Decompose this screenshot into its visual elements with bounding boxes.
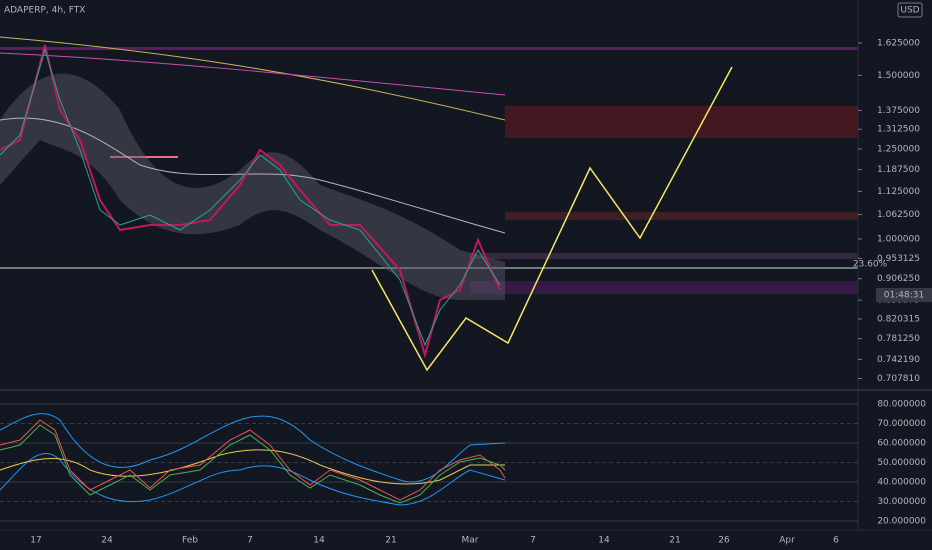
rsi-label: 30.000000 (877, 497, 926, 507)
time-label: 21 (385, 536, 396, 546)
rsi-label: 80.000000 (877, 400, 926, 410)
time-label: 7 (530, 536, 536, 546)
time-label: 24 (101, 536, 113, 546)
time-label: Mar (462, 536, 479, 546)
price-label: 0.707810 (877, 374, 920, 384)
zone (505, 212, 858, 220)
zone (0, 47, 858, 50)
moving-average (0, 36, 506, 121)
price-label: 0.906250 (877, 274, 920, 284)
rsi-band (0, 413, 506, 483)
rsi-line (0, 424, 506, 504)
rsi-label: 50.000000 (877, 458, 926, 468)
countdown-box (876, 288, 932, 302)
price-label: 1.062500 (877, 210, 920, 220)
price-label: 0.781250 (877, 334, 920, 344)
price-label: 1.625000 (877, 39, 920, 49)
time-label: 7 (247, 536, 253, 546)
rsi-label: 20.000000 (877, 517, 926, 527)
price-label: 1.500000 (877, 71, 920, 81)
price-label: 1.187500 (877, 165, 920, 175)
price-label: 1.250000 (877, 144, 920, 154)
time-label: 14 (598, 536, 610, 546)
rsi-label: 40.000000 (877, 478, 926, 488)
time-label: 26 (718, 536, 730, 546)
projection (371, 66, 733, 372)
currency-box (897, 2, 923, 18)
zone (505, 106, 858, 138)
time-label: Apr (779, 536, 795, 546)
zone (470, 253, 858, 259)
rsi-average (0, 449, 505, 485)
price-label: 1.375000 (877, 106, 920, 116)
time-label: 14 (313, 536, 325, 546)
price-label: 0.953125 (877, 254, 920, 264)
price-label: 1.125000 (877, 187, 920, 197)
moving-average (0, 117, 506, 234)
bollinger-band (0, 73, 505, 300)
countdown: 01:48:31 (884, 291, 924, 301)
zone (470, 281, 858, 294)
price-label: 0.820315 (877, 314, 920, 324)
rsi-band (0, 453, 506, 506)
currency: USD (900, 6, 919, 16)
price-label: 0.742190 (877, 355, 920, 365)
time-label: 21 (669, 536, 680, 546)
symbol: ADAPERP, 4h, FTX (4, 6, 85, 16)
rsi-line (0, 419, 506, 501)
time-label: Feb (182, 536, 198, 546)
price-label: 1.000000 (877, 235, 920, 245)
time-label: 6 (833, 536, 839, 546)
rsi-label: 60.000000 (877, 439, 926, 449)
moving-average (0, 52, 506, 96)
price-label: 1.312500 (877, 125, 920, 135)
price-path (0, 48, 501, 347)
rsi-label: 70.000000 (877, 419, 926, 429)
fib-label: 23.60% (853, 260, 888, 270)
time-label: 17 (30, 536, 41, 546)
